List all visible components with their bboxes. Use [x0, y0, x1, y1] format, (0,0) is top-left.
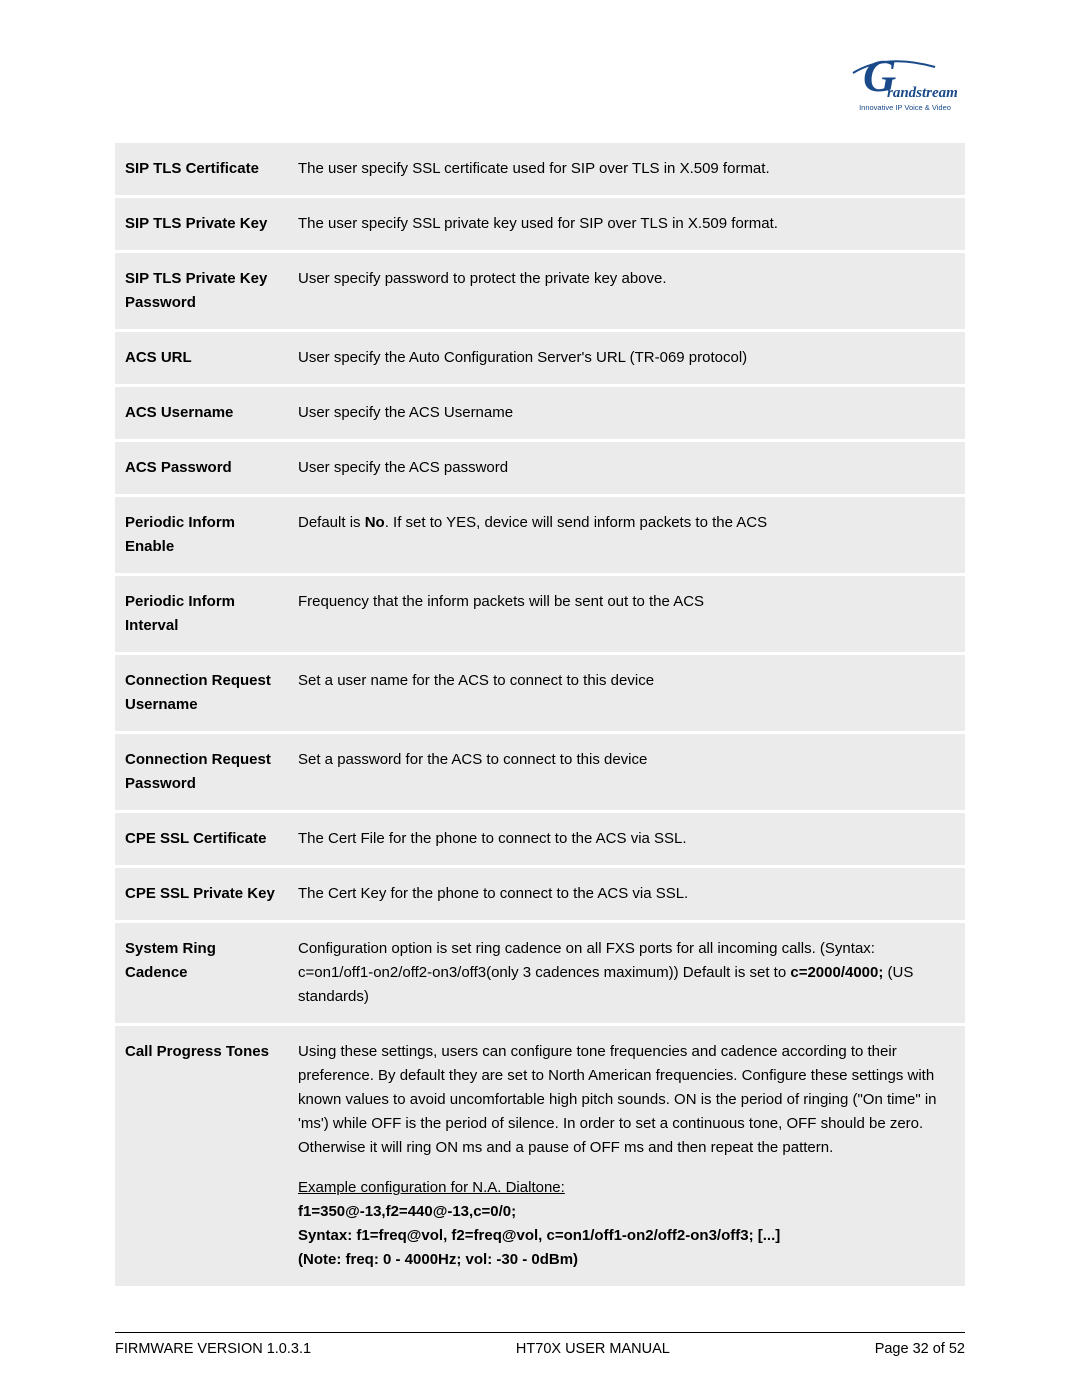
setting-description: Set a password for the ACS to connect to…: [290, 734, 965, 810]
description-text: The user specify SSL certificate used fo…: [298, 160, 770, 177]
setting-description: The user specify SSL private key used fo…: [290, 198, 965, 250]
setting-label: ACS URL: [115, 332, 290, 384]
setting-label: ACS Username: [115, 387, 290, 439]
brand-logo: G randstream Innovative IP Voice & Video: [845, 55, 965, 120]
setting-description: The Cert Key for the phone to connect to…: [290, 868, 965, 920]
settings-table: SIP TLS Certificate The user specify SSL …: [115, 140, 965, 1289]
setting-description: User specify the ACS Username: [290, 387, 965, 439]
description-text: Syntax: f1=freq@vol, f2=freq@vol, c=on1/…: [298, 1227, 780, 1244]
table-row: ACS Password User specify the ACS passwor…: [115, 442, 965, 494]
setting-label: Connection Request Username: [115, 655, 290, 731]
table-row: Call Progress TonesUsing these settings,…: [115, 1026, 965, 1286]
description-text: User specify the ACS Username: [298, 404, 513, 421]
setting-label: ACS Password: [115, 442, 290, 494]
description-text: Set a password for the ACS to connect to…: [298, 751, 647, 768]
description-text: c=2000/4000;: [790, 964, 883, 981]
description-text: The Cert File for the phone to connect t…: [298, 830, 687, 847]
setting-label: SIP TLS Certificate: [115, 143, 290, 195]
description-text: Using these settings, users can configur…: [298, 1043, 937, 1156]
setting-description: Set a user name for the ACS to connect t…: [290, 655, 965, 731]
page-footer: FIRMWARE VERSION 1.0.3.1 HT70X USER MANU…: [115, 1332, 965, 1357]
document-page: G randstream Innovative IP Voice & Video…: [0, 0, 1080, 1397]
setting-label: Periodic Inform Enable: [115, 497, 290, 573]
description-text: Frequency that the inform packets will b…: [298, 593, 704, 610]
svg-text:Innovative IP Voice & Video: Innovative IP Voice & Video: [859, 103, 951, 112]
table-row: Periodic Inform Interval Frequency that t…: [115, 576, 965, 652]
footer-right: Page 32 of 52: [875, 1341, 965, 1357]
setting-description: Using these settings, users can configur…: [290, 1026, 965, 1286]
table-row: ACS URL User specify the Auto Configurati…: [115, 332, 965, 384]
setting-label: Call Progress Tones: [115, 1026, 290, 1286]
grandstream-logo-icon: G randstream Innovative IP Voice & Video: [845, 55, 965, 120]
setting-label: Connection Request Password: [115, 734, 290, 810]
setting-description: User specify password to protect the pri…: [290, 253, 965, 329]
description-text: . If set to YES, device will send inform…: [385, 514, 767, 531]
setting-description: The Cert File for the phone to connect t…: [290, 813, 965, 865]
table-row: System Ring CadenceConfiguration option …: [115, 923, 965, 1023]
description-text: Set a user name for the ACS to connect t…: [298, 672, 654, 689]
description-text: Configuration option is set ring cadence…: [298, 940, 875, 981]
svg-text:randstream: randstream: [887, 85, 958, 101]
description-text: User specify the Auto Configuration Serv…: [298, 349, 747, 366]
setting-label: SIP TLS Private Key Password: [115, 253, 290, 329]
setting-label: System Ring Cadence: [115, 923, 290, 1023]
setting-description: Default is No. If set to YES, device wil…: [290, 497, 965, 573]
description-text: (Note: freq: 0 - 4000Hz; vol: -30 - 0dBm…: [298, 1251, 578, 1268]
setting-label: Periodic Inform Interval: [115, 576, 290, 652]
setting-description: Frequency that the inform packets will b…: [290, 576, 965, 652]
table-row: Connection Request Password Set a passwor…: [115, 734, 965, 810]
description-text: User specify password to protect the pri…: [298, 270, 667, 287]
setting-label: CPE SSL Certificate: [115, 813, 290, 865]
description-text: The Cert Key for the phone to connect to…: [298, 885, 688, 902]
table-row: ACS Username User specify the ACS Usernam…: [115, 387, 965, 439]
paragraph-gap: [298, 1160, 951, 1176]
table-row: SIP TLS Private Key The user specify SSL …: [115, 198, 965, 250]
description-text: User specify the ACS password: [298, 459, 508, 476]
description-text: Default is: [298, 514, 365, 531]
table-row: CPE SSL Certificate The Cert File for the…: [115, 813, 965, 865]
setting-description: Configuration option is set ring cadence…: [290, 923, 965, 1023]
setting-label: SIP TLS Private Key: [115, 198, 290, 250]
table-row: SIP TLS Private Key Password User specify…: [115, 253, 965, 329]
setting-description: User specify the Auto Configuration Serv…: [290, 332, 965, 384]
description-text: No: [365, 514, 385, 531]
description-text: f1=350@-13,f2=440@-13,c=0/0;: [298, 1203, 516, 1220]
setting-description: User specify the ACS password: [290, 442, 965, 494]
table-row: CPE SSL Private Key The Cert Key for the …: [115, 868, 965, 920]
setting-label: CPE SSL Private Key: [115, 868, 290, 920]
setting-description: The user specify SSL certificate used fo…: [290, 143, 965, 195]
table-row: Connection Request Username Set a user na…: [115, 655, 965, 731]
description-text: Example configuration for N.A. Dialtone:: [298, 1179, 565, 1196]
table-row: SIP TLS Certificate The user specify SSL …: [115, 143, 965, 195]
description-text: The user specify SSL private key used fo…: [298, 215, 778, 232]
footer-left: FIRMWARE VERSION 1.0.3.1: [115, 1341, 311, 1357]
table-row: Periodic Inform EnableDefault is No. If …: [115, 497, 965, 573]
footer-center: HT70X USER MANUAL: [516, 1341, 670, 1357]
